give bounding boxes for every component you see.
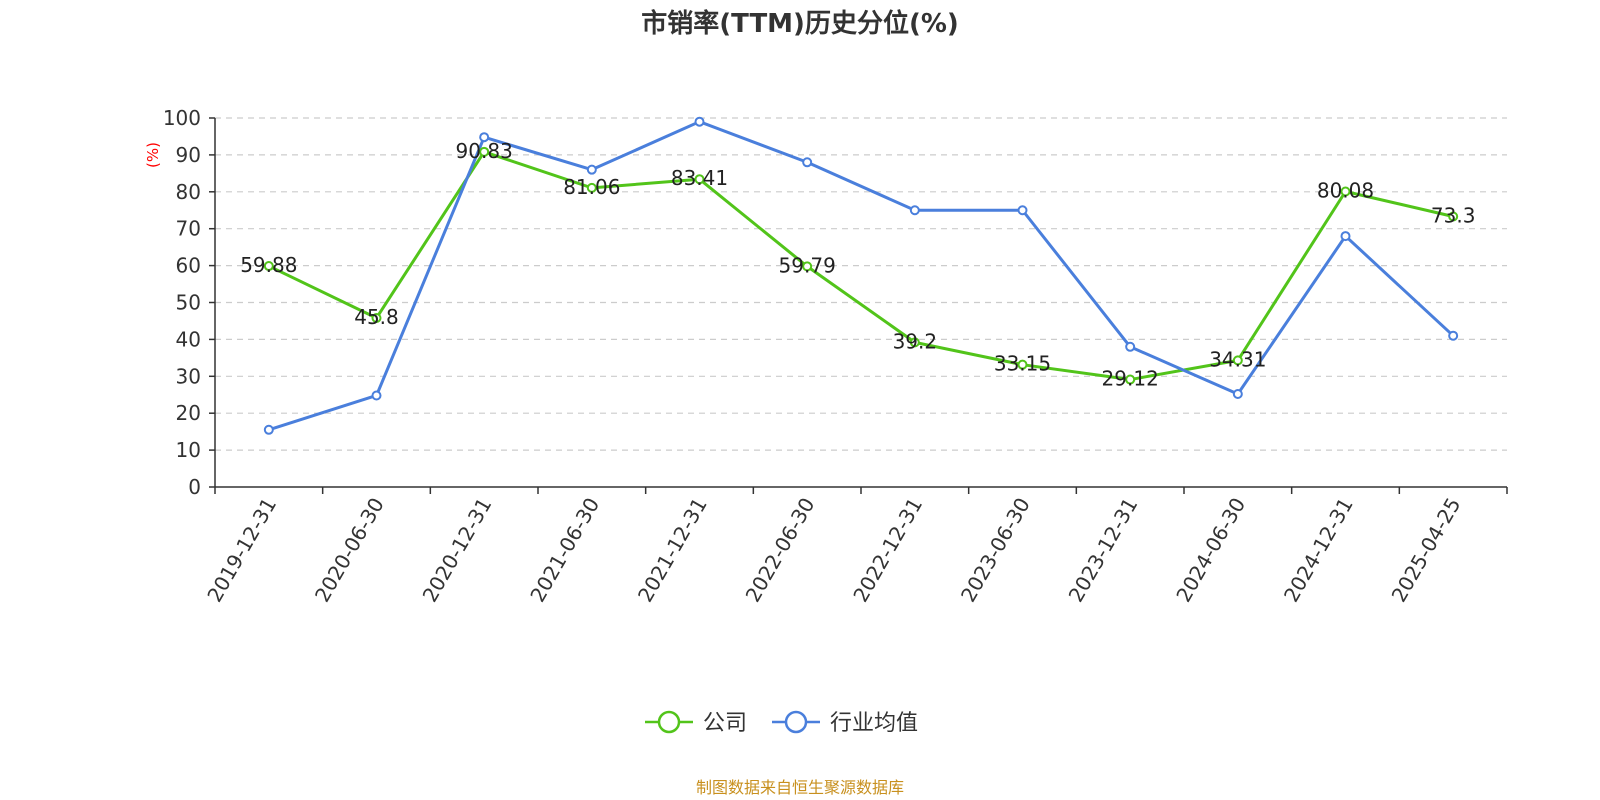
data-point-公司-2023-12-31: [1125, 374, 1136, 385]
data-label-2024-12-31: 80.08: [1317, 179, 1374, 203]
x-tick-label-2020-06-30: 2020-06-30: [310, 494, 389, 607]
y-tick-label-50: 50: [176, 291, 201, 315]
y-tick-label-60: 60: [176, 254, 201, 278]
x-tick-label-2023-06-30: 2023-06-30: [956, 494, 1035, 607]
x-tick-label-2024-12-31: 2024-12-31: [1279, 494, 1358, 607]
x-tick-label-2022-06-30: 2022-06-30: [741, 494, 820, 607]
legend-label-公司: 公司: [703, 711, 747, 736]
x-tick-label-2022-12-31: 2022-12-31: [848, 493, 927, 606]
y-tick-label-0: 0: [188, 475, 201, 499]
data-label-2022-06-30: 59.79: [779, 253, 836, 277]
y-tick-label-80: 80: [176, 180, 201, 204]
legend-label-行业均值: 行业均值: [830, 711, 918, 736]
data-label-2020-12-31: 90.83: [456, 139, 513, 163]
data-point-公司-2023-06-30: [1017, 359, 1028, 370]
x-tick-label-2020-12-31: 2020-12-31: [418, 493, 497, 606]
data-label-2020-06-30: 45.8: [354, 305, 399, 329]
data-label-2025-04-25: 73.3: [1431, 204, 1476, 228]
data-point-行业均值-2024-06-30: [1232, 389, 1243, 400]
series-line-行业均值: [268, 120, 1455, 432]
x-tick-label-2025-04-25: 2025-04-25: [1387, 494, 1466, 607]
data-label-2024-06-30: 34.31: [1209, 347, 1266, 371]
data-point-公司-2020-12-31: [479, 146, 490, 157]
data-point-行业均值-2024-12-31: [1340, 231, 1351, 242]
series-group: [263, 116, 1459, 435]
data-point-公司-2024-06-30: [1232, 355, 1243, 366]
x-axis-ticks: 2019-12-31 2020-06-30 2020-12-31 2021-06-30…: [202, 487, 1508, 607]
y-tick-label-20: 20: [176, 401, 201, 425]
data-point-行业均值-2020-06-30: [371, 390, 382, 401]
data-point-公司-2022-06-30: [802, 261, 813, 272]
y-tick-label-100: 100: [163, 106, 201, 130]
y-tick-label-70: 70: [176, 217, 201, 241]
data-label-2021-06-30: 81.06: [563, 175, 620, 199]
y-tick-label-30: 30: [176, 364, 201, 388]
y-axis-ticks: 0 10 20 30 40 50 60 70 80 90 100: [163, 106, 215, 499]
data-label-2021-12-31: 83.41: [671, 166, 728, 190]
data-point-公司-2021-06-30: [586, 182, 597, 193]
data-point-公司-2019-12-31: [263, 261, 274, 272]
data-point-行业均值-2021-12-31: [694, 116, 705, 127]
y-axis-label: (%): [144, 142, 162, 168]
y-tick-label-40: 40: [176, 327, 201, 351]
x-tick-label-2021-12-31: 2021-12-31: [633, 494, 712, 607]
data-label-2022-12-31: 39.2: [893, 329, 938, 353]
x-tick-label-2019-12-31: 2019-12-31: [202, 494, 281, 607]
x-tick-label-2023-12-31: 2023-12-31: [1064, 494, 1143, 607]
data-point-公司-2020-06-30: [371, 312, 382, 323]
data-labels: 59.88 45.8 90.83 81.06 83.41 59.79 39.2 33.15 29…: [240, 139, 1475, 391]
data-point-公司-2025-04-25: [1448, 211, 1459, 222]
data-label-2023-06-30: 33.15: [994, 352, 1051, 376]
data-point-行业均值-2025-04-25: [1448, 330, 1459, 341]
legend: 公司 行业均值: [645, 710, 918, 736]
data-point-公司-2021-12-31: [694, 174, 705, 185]
data-point-行业均值-2023-06-30: [1017, 205, 1028, 216]
data-point-公司-2024-12-31: [1340, 186, 1351, 197]
data-label-2023-12-31: 29.12: [1102, 367, 1159, 391]
data-point-行业均值-2023-12-31: [1125, 341, 1136, 352]
y-tick-label-90: 90: [176, 143, 201, 167]
data-label-2019-12-31: 59.88: [240, 253, 297, 277]
data-point-公司-2022-12-31: [909, 337, 920, 348]
x-tick-label-2024-06-30: 2024-06-30: [1171, 494, 1250, 607]
legend-marker-行业均值: [784, 710, 808, 734]
source-note: 制图数据来自恒生聚源数据库: [696, 778, 904, 797]
x-tick-label-2021-06-30: 2021-06-30: [525, 494, 604, 607]
data-point-行业均值-2021-06-30: [586, 164, 597, 175]
y-tick-label-10: 10: [176, 438, 201, 462]
data-point-行业均值-2022-12-31: [909, 205, 920, 216]
data-point-行业均值-2022-06-30: [802, 157, 813, 168]
legend-marker-公司: [657, 710, 681, 734]
data-point-行业均值-2020-12-31: [479, 132, 490, 143]
chart-title: 市销率(TTM)历史分位(%): [641, 8, 959, 39]
axes: [214, 118, 1507, 488]
data-point-行业均值-2019-12-31: [263, 424, 274, 435]
